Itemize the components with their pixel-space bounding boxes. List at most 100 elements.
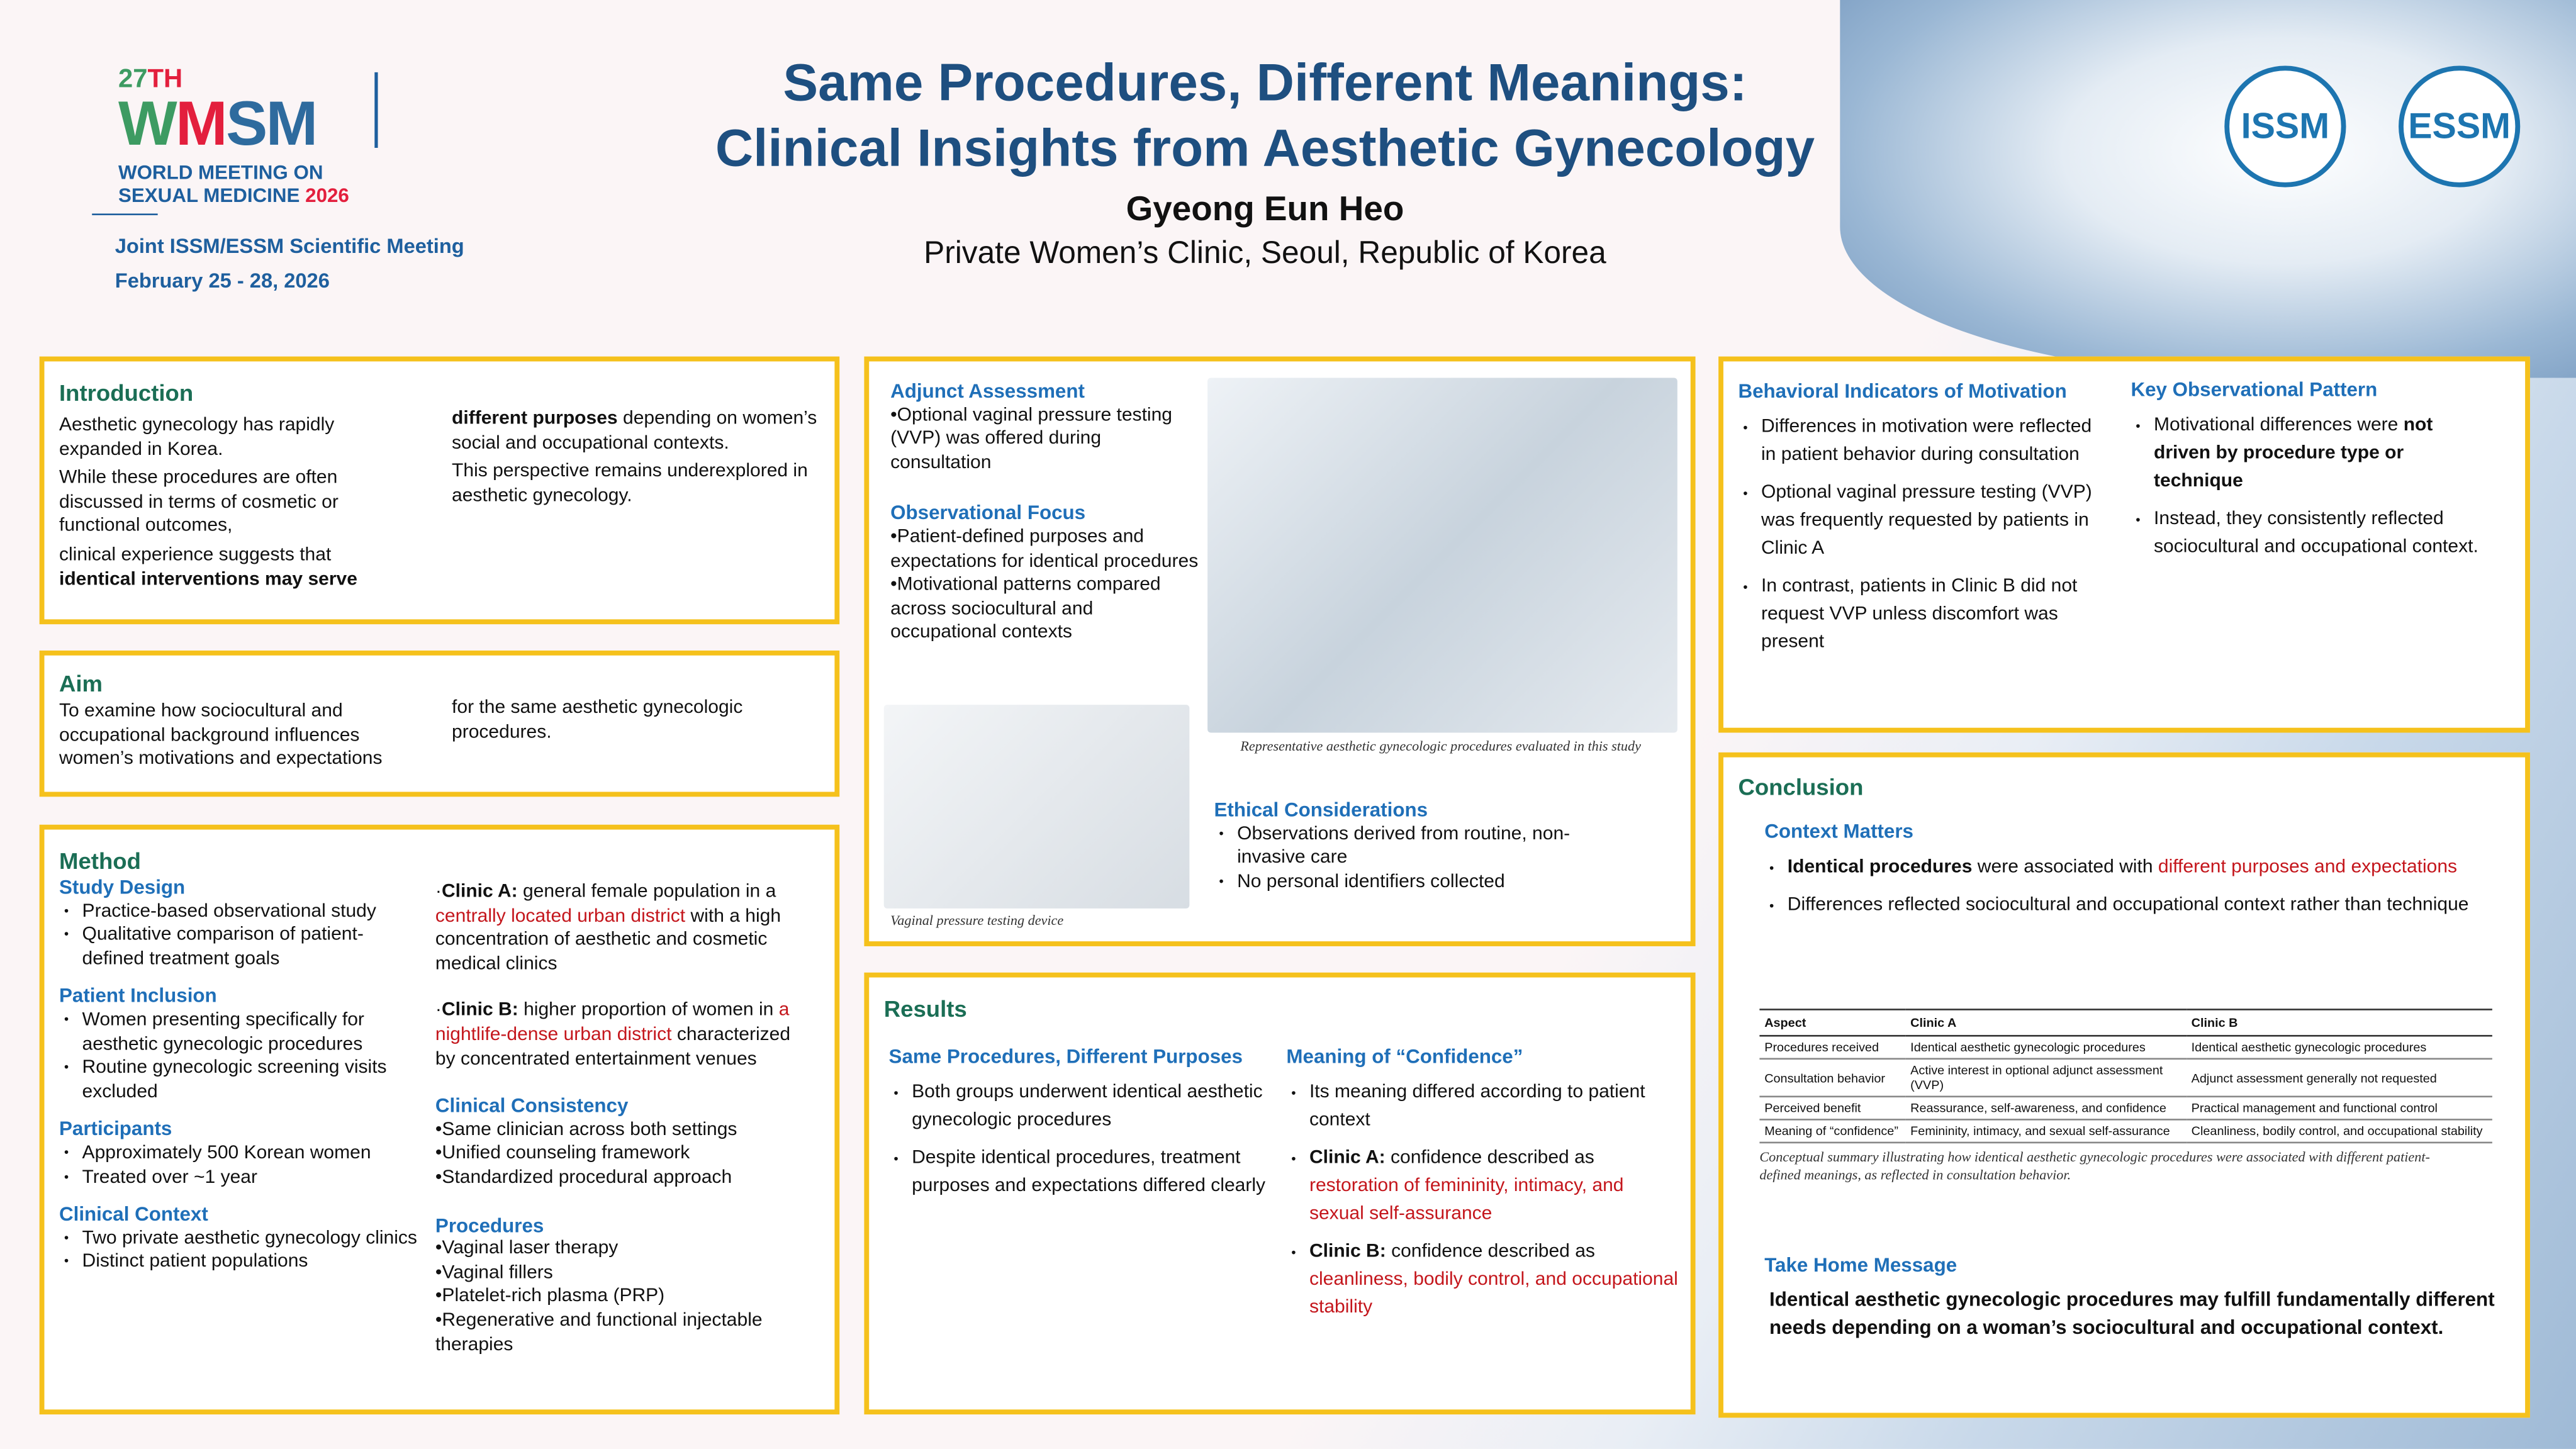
essm-logo-text: ESSM: [2408, 105, 2511, 147]
clinic-b-description: ·Clinic B: higher proportion of women in…: [435, 1001, 791, 1069]
list-item: •Regenerative and functional injectable …: [435, 1311, 763, 1355]
behavioral-heading: Behavioral Indicators of Motivation: [1738, 379, 2067, 403]
list-item: Two private aesthetic gynecology clinics: [64, 1227, 421, 1251]
issm-logo: ISSM: [2224, 65, 2346, 187]
procedures-image: [1207, 378, 1677, 733]
list-item: No personal identifiers collected: [1219, 870, 1576, 894]
table-row: Meaning of “confidence” Femininity, intim…: [1759, 1119, 2492, 1144]
list-item: Treated over ~1 year: [64, 1166, 421, 1190]
list-item: •Motivational patterns compared across s…: [890, 575, 1161, 643]
device-caption: Vaginal pressure testing device: [890, 912, 1064, 929]
patient-inclusion-heading: Patient Inclusion: [59, 984, 217, 1008]
adjunct-heading: Adjunct Assessment: [890, 379, 1085, 403]
study-design-list: Practice-based observational studyQualit…: [59, 900, 420, 971]
introduction-heading: Introduction: [59, 379, 194, 406]
context-heading: Context Matters: [1764, 819, 1913, 843]
intro-p4: This perspective remains underexplored i…: [452, 462, 808, 506]
list-item: •Platelet-rich plasma (PRP): [435, 1287, 665, 1307]
aim-p1: To examine how sociocultural and occupat…: [59, 701, 383, 769]
meeting-dates: February 25 - 28, 2026: [115, 269, 330, 293]
list-item: Routine gynecologic screening visits exc…: [64, 1056, 421, 1104]
introduction-panel: Introduction Aesthetic gynecology has ra…: [39, 356, 840, 625]
aim-p2: for the same aesthetic gynecologic proce…: [452, 698, 743, 742]
list-item: •Same clinician across both settings: [435, 1120, 737, 1140]
clinical-context-heading: Clinical Context: [59, 1202, 208, 1226]
take-home-message: Identical aesthetic gynecologic procedur…: [1769, 1288, 2495, 1339]
essm-logo: ESSM: [2399, 65, 2521, 187]
take-home-heading: Take Home Message: [1764, 1253, 1957, 1277]
column-header: Clinic A: [1905, 1009, 2187, 1037]
congress-line1: WORLD MEETING ON: [118, 160, 323, 184]
list-item-clinic-b: Clinic B: confidence described as cleanl…: [1291, 1238, 1681, 1322]
behavioral-list: Differences in motivation were reflected…: [1738, 413, 2107, 656]
context-list: Identical procedures were associated wit…: [1764, 854, 2487, 919]
clinical-context-list: Two private aesthetic gynecology clinics…: [59, 1227, 420, 1275]
list-item: Motivational differences were not driven…: [2136, 411, 2484, 495]
table-header-row: Aspect Clinic A Clinic B: [1759, 1009, 2492, 1037]
study-design-heading: Study Design: [59, 875, 186, 899]
ethics-heading: Ethical Considerations: [1214, 798, 1428, 822]
pressure-device-image: [883, 705, 1190, 909]
list-item: Women presenting specifically for aesthe…: [64, 1009, 421, 1056]
logo-rule: [92, 213, 158, 216]
list-item: Its meaning differed according to patien…: [1291, 1078, 1681, 1134]
list-item: •Unified counseling framework: [435, 1144, 690, 1164]
procedures-heading: Procedures: [435, 1213, 544, 1236]
assessment-panel: Adjunct Assessment •Optional vaginal pre…: [864, 356, 1696, 946]
table-row: Consultation behavior Active interest in …: [1759, 1058, 2492, 1098]
confidence-heading: Meaning of “Confidence”: [1286, 1044, 1523, 1068]
table-row: Perceived benefit Reassurance, self-aware…: [1759, 1096, 2492, 1121]
aim-heading: Aim: [59, 670, 103, 697]
list-item: Differences in motivation were reflected…: [1743, 413, 2108, 469]
joint-meeting: Joint ISSM/ESSM Scientific Meeting: [115, 235, 464, 258]
conclusion-heading: Conclusion: [1738, 773, 1864, 800]
ordinal-suffix: TH: [147, 65, 183, 94]
summary-table-wrap: Aspect Clinic A Clinic B Procedures receiv…: [1759, 1009, 2492, 1184]
list-item: Qualitative comparison of patient-define…: [64, 924, 421, 971]
intro-p1: Aesthetic gynecology has rapidly expande…: [59, 415, 335, 460]
author: Gyeong Eun Heo: [1126, 190, 1404, 228]
list-item: Despite identical procedures, treatment …: [893, 1144, 1270, 1200]
ethics-list: Observations derived from routine, non-i…: [1214, 822, 1576, 894]
list-item: Identical procedures were associated wit…: [1769, 854, 2487, 881]
method-heading: Method: [59, 848, 141, 875]
column-header: Aspect: [1759, 1009, 1906, 1037]
confidence-list: Its meaning differed according to patien…: [1286, 1078, 1681, 1321]
ordinal: 27: [118, 65, 148, 94]
clinical-consistency-heading: Clinical Consistency: [435, 1094, 629, 1117]
congress-logo: 27TH WMSM WORLD MEETING ON SEXUAL MEDICIN…: [118, 65, 349, 207]
clinic-a-description: ·Clinic A: general female population in …: [435, 882, 781, 974]
list-item: Approximately 500 Korean women: [64, 1141, 421, 1165]
same-procedures-heading: Same Procedures, Different Purposes: [888, 1044, 1243, 1068]
logo-divider: [374, 72, 378, 148]
list-item: Optional vaginal pressure testing (VVP) …: [1743, 479, 2108, 562]
intro-p2: While these procedures are often discuss…: [59, 468, 339, 537]
list-item: •Patient-defined purposes and expectatio…: [890, 527, 1199, 571]
participants-list: Approximately 500 Korean womenTreated ov…: [59, 1141, 420, 1189]
table-caption: Conceptual summary illustrating how iden…: [1759, 1148, 2430, 1183]
acronym-sm: SM: [226, 90, 318, 160]
key-pattern-list: Motivational differences were not driven…: [2131, 411, 2484, 561]
list-item: Differences reflected sociocultural and …: [1769, 892, 2487, 919]
list-item: In contrast, patients in Clinic B did no…: [1743, 573, 2108, 656]
behavioral-panel: Behavioral Indicators of Motivation Diff…: [1718, 356, 2530, 733]
table-row: Procedures received Identical aesthetic g…: [1759, 1036, 2492, 1060]
patient-inclusion-list: Women presenting specifically for aesthe…: [59, 1009, 420, 1104]
participants-heading: Participants: [59, 1117, 172, 1141]
list-item: Both groups underwent identical aestheti…: [893, 1078, 1270, 1134]
poster-title: Same Procedures, Different Meanings: Clin…: [624, 49, 1906, 181]
sky-background: [1840, 0, 2576, 378]
title-line1: Same Procedures, Different Meanings:: [783, 52, 1747, 112]
list-item: Practice-based observational study: [64, 900, 421, 924]
results-heading: Results: [883, 995, 967, 1022]
column-header: Clinic B: [2186, 1009, 2492, 1037]
same-procedures-list: Both groups underwent identical aestheti…: [889, 1078, 1270, 1200]
title-line2: Clinical Insights from Aesthetic Gynecol…: [715, 118, 1815, 177]
key-pattern-heading: Key Observational Pattern: [2131, 378, 2378, 401]
adjunct-text: •Optional vaginal pressure testing (VVP)…: [890, 405, 1172, 473]
list-item: Distinct patient populations: [64, 1251, 421, 1275]
list-item-clinic-a: Clinic A: confidence described as restor…: [1291, 1144, 1681, 1228]
method-panel: Method Study Design Practice-based obser…: [39, 824, 840, 1415]
intro-p3-cont: different purposes depending on women’s …: [452, 409, 817, 453]
acronym-w: W: [118, 90, 177, 160]
